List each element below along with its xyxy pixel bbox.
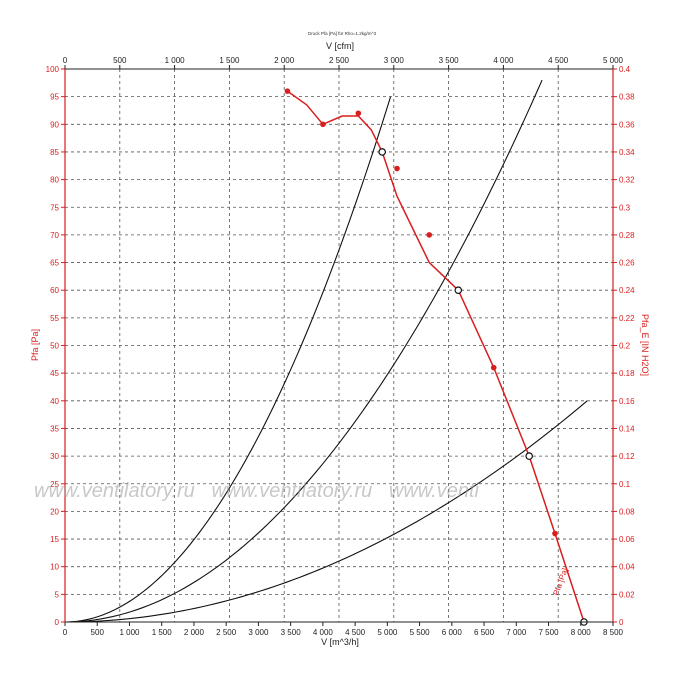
x-tick-label: 7 500 — [539, 628, 560, 637]
chart-title: Druck Pfa [Pa] für Rho=1.2kg/m^3 — [308, 31, 377, 36]
x-tick-label: 1 000 — [119, 628, 140, 637]
y-tick-label: 35 — [50, 424, 59, 433]
y2-tick-label: 0.18 — [619, 369, 635, 378]
y-tick-label: 20 — [50, 507, 59, 516]
x-tick-label: 4 000 — [313, 628, 334, 637]
fan-data-point — [426, 232, 433, 238]
x-tick-label: 5 000 — [377, 628, 398, 637]
x-tick-label: 4 500 — [345, 628, 366, 637]
fan-data-point — [355, 110, 362, 117]
y2-tick-label: 0.02 — [619, 590, 635, 599]
system-curve-2 — [64, 79, 543, 623]
y-tick-label: 100 — [46, 65, 60, 74]
x-tick-label: 3 000 — [248, 628, 269, 637]
x2-tick-label: 0 — [63, 56, 68, 65]
y2-tick-label: 0.22 — [619, 314, 635, 323]
y2-tick-label: 0.38 — [619, 93, 635, 102]
y-tick-label: 75 — [50, 203, 59, 212]
y-tick-label: 5 — [55, 590, 60, 599]
x2-tick-label: 3 500 — [439, 56, 460, 65]
y2-tick-label: 0.16 — [619, 397, 635, 406]
system-curve-1 — [64, 96, 392, 623]
right-axis-label: Pfa_E [IN H2O] — [640, 314, 650, 376]
x-tick-label: 2 000 — [184, 628, 205, 637]
x-tick-label: 7 000 — [506, 628, 527, 637]
y-tick-label: 95 — [50, 93, 59, 102]
fan-data-point — [552, 530, 558, 537]
x-tick-label: 5 500 — [410, 628, 431, 637]
x2-tick-label: 1 500 — [219, 56, 240, 65]
x-tick-label: 8 500 — [603, 628, 624, 637]
x2-tick-label: 500 — [113, 56, 127, 65]
x2-tick-label: 5 000 — [603, 56, 624, 65]
y-tick-label: 55 — [50, 314, 59, 323]
x2-tick-label: 4 500 — [548, 56, 569, 65]
y2-tick-label: 0.36 — [619, 120, 635, 129]
y2-tick-label: 0.26 — [619, 259, 635, 268]
y-tick-label: 15 — [50, 535, 59, 544]
y-tick-label: 30 — [50, 452, 59, 461]
y-tick-label: 80 — [50, 176, 59, 185]
y-tick-label: 0 — [55, 618, 60, 627]
x-tick-label: 500 — [91, 628, 105, 637]
x-tick-label: 8 000 — [571, 628, 592, 637]
operating-point — [454, 286, 463, 295]
x-tick-label: 0 — [63, 628, 68, 637]
series — [64, 79, 588, 626]
x2-tick-label: 1 000 — [165, 56, 186, 65]
y2-tick-label: 0.32 — [619, 176, 635, 185]
y2-tick-label: 0.08 — [619, 507, 635, 516]
y-tick-label: 65 — [50, 259, 59, 268]
fan-data-point — [320, 121, 326, 128]
y2-tick-label: 0.12 — [619, 452, 635, 461]
y2-tick-label: 0.4 — [619, 65, 631, 74]
y-tick-label: 90 — [50, 120, 59, 129]
y2-tick-label: 0.1 — [619, 480, 631, 489]
x-tick-label: 2 500 — [216, 628, 237, 637]
x2-tick-label: 4 000 — [493, 56, 514, 65]
y-tick-label: 10 — [50, 563, 59, 572]
y2-tick-label: 0 — [619, 618, 624, 627]
system-curve-3 — [64, 400, 588, 623]
fan-data-point — [394, 165, 400, 172]
y2-tick-label: 0.28 — [619, 231, 635, 240]
x-tick-label: 6 000 — [442, 628, 463, 637]
x2-tick-label: 2 000 — [274, 56, 295, 65]
x-tick-label: 3 500 — [281, 628, 302, 637]
y2-tick-label: 0.3 — [619, 203, 631, 212]
left-axis-label: Pfa [Pa] — [30, 329, 40, 361]
y-tick-label: 50 — [50, 342, 59, 351]
y2-tick-label: 0.34 — [619, 148, 635, 157]
y-tick-label: 60 — [50, 286, 59, 295]
operating-point — [525, 452, 533, 460]
bottom-axis-label: V [m^3/h] — [321, 637, 359, 647]
tick-labels: 0 5 10 15 20 25 30 35 40 45 50 55 60 65 70 75 80 85 90 95 10… — [46, 56, 635, 637]
y2-tick-label: 0.06 — [619, 535, 635, 544]
grid — [65, 69, 613, 622]
operating-point — [378, 148, 386, 156]
y-tick-label: 85 — [50, 148, 59, 157]
x-tick-label: 1 500 — [152, 628, 173, 637]
watermark-text: www.ventilatory.ru www.ventilatory.ru ww… — [34, 480, 480, 502]
x-tick-label: 6 500 — [474, 628, 495, 637]
x2-tick-label: 2 500 — [329, 56, 350, 65]
fan-curve-line — [286, 90, 585, 623]
y2-tick-label: 0.04 — [619, 563, 635, 572]
plot-frame — [64, 68, 614, 623]
fan-data-point — [490, 364, 497, 371]
top-axis-label: V [cfm] — [326, 41, 354, 51]
y-tick-label: 25 — [50, 480, 59, 489]
y-tick-label: 45 — [50, 369, 59, 378]
y2-tick-label: 0.2 — [619, 342, 631, 351]
fan-data-point — [284, 88, 291, 94]
y-tick-label: 70 — [50, 231, 59, 240]
y2-tick-label: 0.24 — [619, 286, 635, 295]
x2-tick-label: 3 000 — [384, 56, 405, 65]
y2-tick-label: 0.14 — [619, 424, 635, 433]
y-tick-label: 40 — [50, 397, 59, 406]
